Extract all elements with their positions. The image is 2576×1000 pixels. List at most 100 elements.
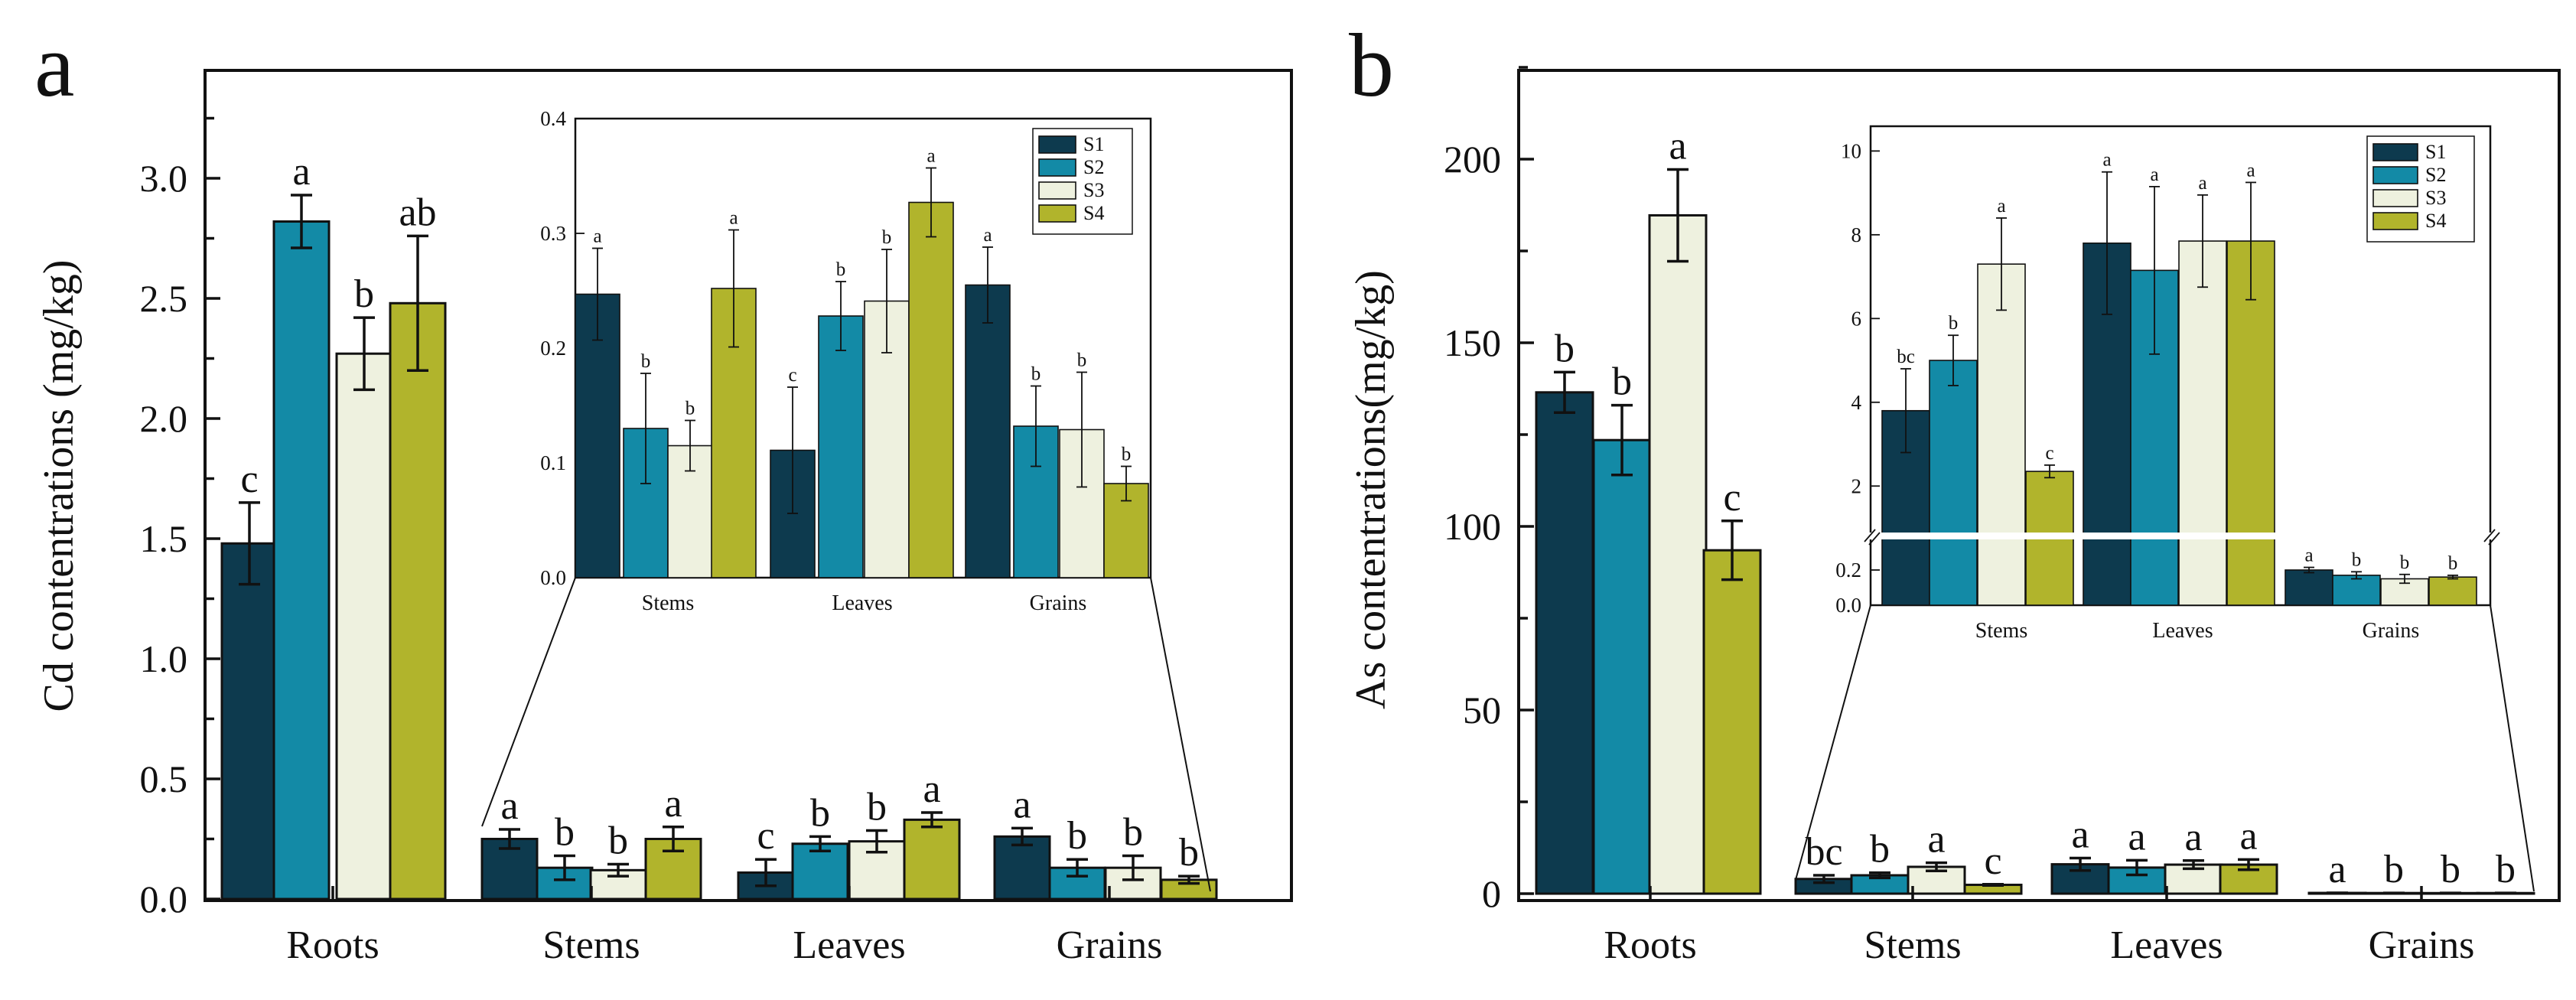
inset-significance-letter: b (1077, 350, 1087, 371)
zoom-line-right (1150, 577, 1211, 892)
significance-letter: b (354, 272, 374, 316)
inset-significance-letter: a (927, 146, 935, 167)
inset-chart: 0.0 0.1 0.2 0.3 0.4 a c a b b b b b b a a b Stems Leaves Gr… (540, 107, 1152, 615)
significance-letter: b (1179, 831, 1199, 875)
inset-significance-letter: bc (1897, 347, 1915, 367)
inset-significance-letter: b (2352, 549, 2362, 570)
legend-swatch-S1 (1038, 135, 1076, 154)
bar-S2-roots (272, 220, 331, 901)
legend-label: S3 (2425, 187, 2446, 209)
axis-break-mark (1868, 532, 1881, 546)
inset-category-label: Leaves (832, 591, 892, 615)
bar-S2-leaves (791, 842, 849, 901)
y-tick-label: 3.0 (140, 157, 188, 200)
significance-letter: b (555, 810, 575, 854)
inset-y-tick-label: 8 (1851, 223, 1862, 246)
inset-significance-letter: a (2246, 160, 2255, 181)
inset-significance-letter: a (2102, 150, 2111, 171)
y-tick-label: 200 (1444, 138, 1501, 181)
legend-label: S2 (1083, 156, 1104, 178)
panel-letter-b: b (1349, 15, 1394, 116)
bar-S1-roots (220, 542, 278, 901)
inset-y-tick-label: 0.2 (1835, 559, 1861, 581)
y-tick-label: 0 (1482, 872, 1501, 915)
inset-y-tick-label: 0.0 (540, 566, 566, 589)
inset-y-tick-label: 0.1 (540, 451, 566, 474)
y-tick-label: 50 (1463, 689, 1501, 731)
significance-letter: b (1870, 828, 1890, 871)
inset-significance-letter: a (729, 208, 738, 229)
x-category-label: Stems (1864, 923, 1961, 967)
inset-significance-letter: b (882, 227, 892, 248)
inset-significance-letter: a (1997, 196, 2005, 217)
bar-S3-roots (1648, 213, 1708, 895)
inset-significance-letter: b (1949, 313, 1959, 334)
inset-significance-letter: a (593, 226, 601, 247)
bar-S4-roots (389, 301, 447, 901)
inset-bar-S4-leaves (908, 201, 954, 578)
inset-y-tick-label: 6 (1851, 307, 1862, 330)
legend-swatch-S2 (2372, 166, 2418, 184)
significance-letter: b (2441, 848, 2460, 891)
inset-y-tick-label: 0.3 (540, 222, 566, 245)
inset-y-tick-label: 4 (1851, 391, 1862, 414)
inset-significance-letter: b (2400, 552, 2410, 573)
inset-y-tick-label: 2 (1851, 474, 1862, 497)
x-category-label: Stems (542, 923, 640, 967)
y-tick-label: 2.5 (140, 277, 188, 320)
significance-letter: b (1555, 327, 1575, 370)
inset-significance-letter: b (1031, 364, 1041, 385)
x-category-label: Grains (1057, 923, 1163, 967)
inset-y-tick-label: 0.4 (540, 107, 566, 130)
bar-S4-leaves (903, 818, 961, 901)
inset-bar-S2-leaves (818, 315, 864, 578)
y-tick-label: 150 (1444, 321, 1501, 364)
x-category-label: Roots (1604, 923, 1696, 967)
legend-swatch-S3 (1038, 181, 1076, 200)
legend-label: S1 (2425, 141, 2446, 163)
y-tick-label: 0.0 (140, 878, 188, 920)
significance-letter: c (1723, 476, 1741, 520)
significance-letter: c (240, 458, 258, 501)
significance-letter: b (1123, 810, 1143, 854)
inset-significance-letter: b (686, 399, 695, 419)
inset-bar-S1-grains (2285, 569, 2333, 606)
significance-letter: a (664, 782, 682, 826)
inset-bar-S2-grains (2332, 575, 2381, 606)
legend-label: S3 (1083, 179, 1104, 201)
inset-significance-letter: b (1122, 445, 1132, 465)
bar-S2-roots (1592, 438, 1652, 895)
inset-significance-letter: c (788, 365, 796, 386)
inset-significance-letter: a (2304, 546, 2313, 566)
inset-bar-S3-stems (1977, 263, 2026, 606)
significance-letter: a (2239, 814, 2257, 858)
inset-significance-letter: a (983, 225, 992, 246)
panel-letter-a: a (34, 15, 74, 116)
zoom-line-right (2490, 604, 2535, 892)
inset-category-label: Grains (1030, 591, 1087, 615)
significance-letter: b (1067, 814, 1087, 858)
axis-break-band (1866, 533, 2495, 539)
y-tick-label: 0.5 (140, 757, 188, 800)
significance-letter: c (1984, 839, 2001, 883)
inset-category-label: Stems (1975, 619, 2027, 643)
inset-bar-S1-grains (965, 284, 1011, 578)
panel-a: a 0.0 0.5 1.0 1.5 2.0 2.5 3.0 Cd contentrations … (34, 15, 1293, 967)
y-tick-label: 1.0 (140, 637, 188, 680)
y-tick-label: 2.0 (140, 397, 188, 440)
inset-category-label: Leaves (2152, 619, 2213, 643)
significance-letter: a (2184, 816, 2202, 859)
bar-S3-roots (335, 352, 393, 901)
significance-letter: b (810, 791, 830, 835)
inset-significance-letter: c (2045, 443, 2053, 464)
significance-letter: a (500, 784, 518, 828)
x-category-label: Grains (2369, 923, 2475, 967)
legend-swatch-S4 (2372, 212, 2418, 230)
significance-letter: a (923, 767, 940, 811)
significance-letter: c (757, 814, 774, 858)
legend-swatch-S3 (2372, 189, 2418, 207)
inset-y-tick-label: 0.2 (540, 337, 566, 360)
zoom-line-left (481, 577, 576, 827)
